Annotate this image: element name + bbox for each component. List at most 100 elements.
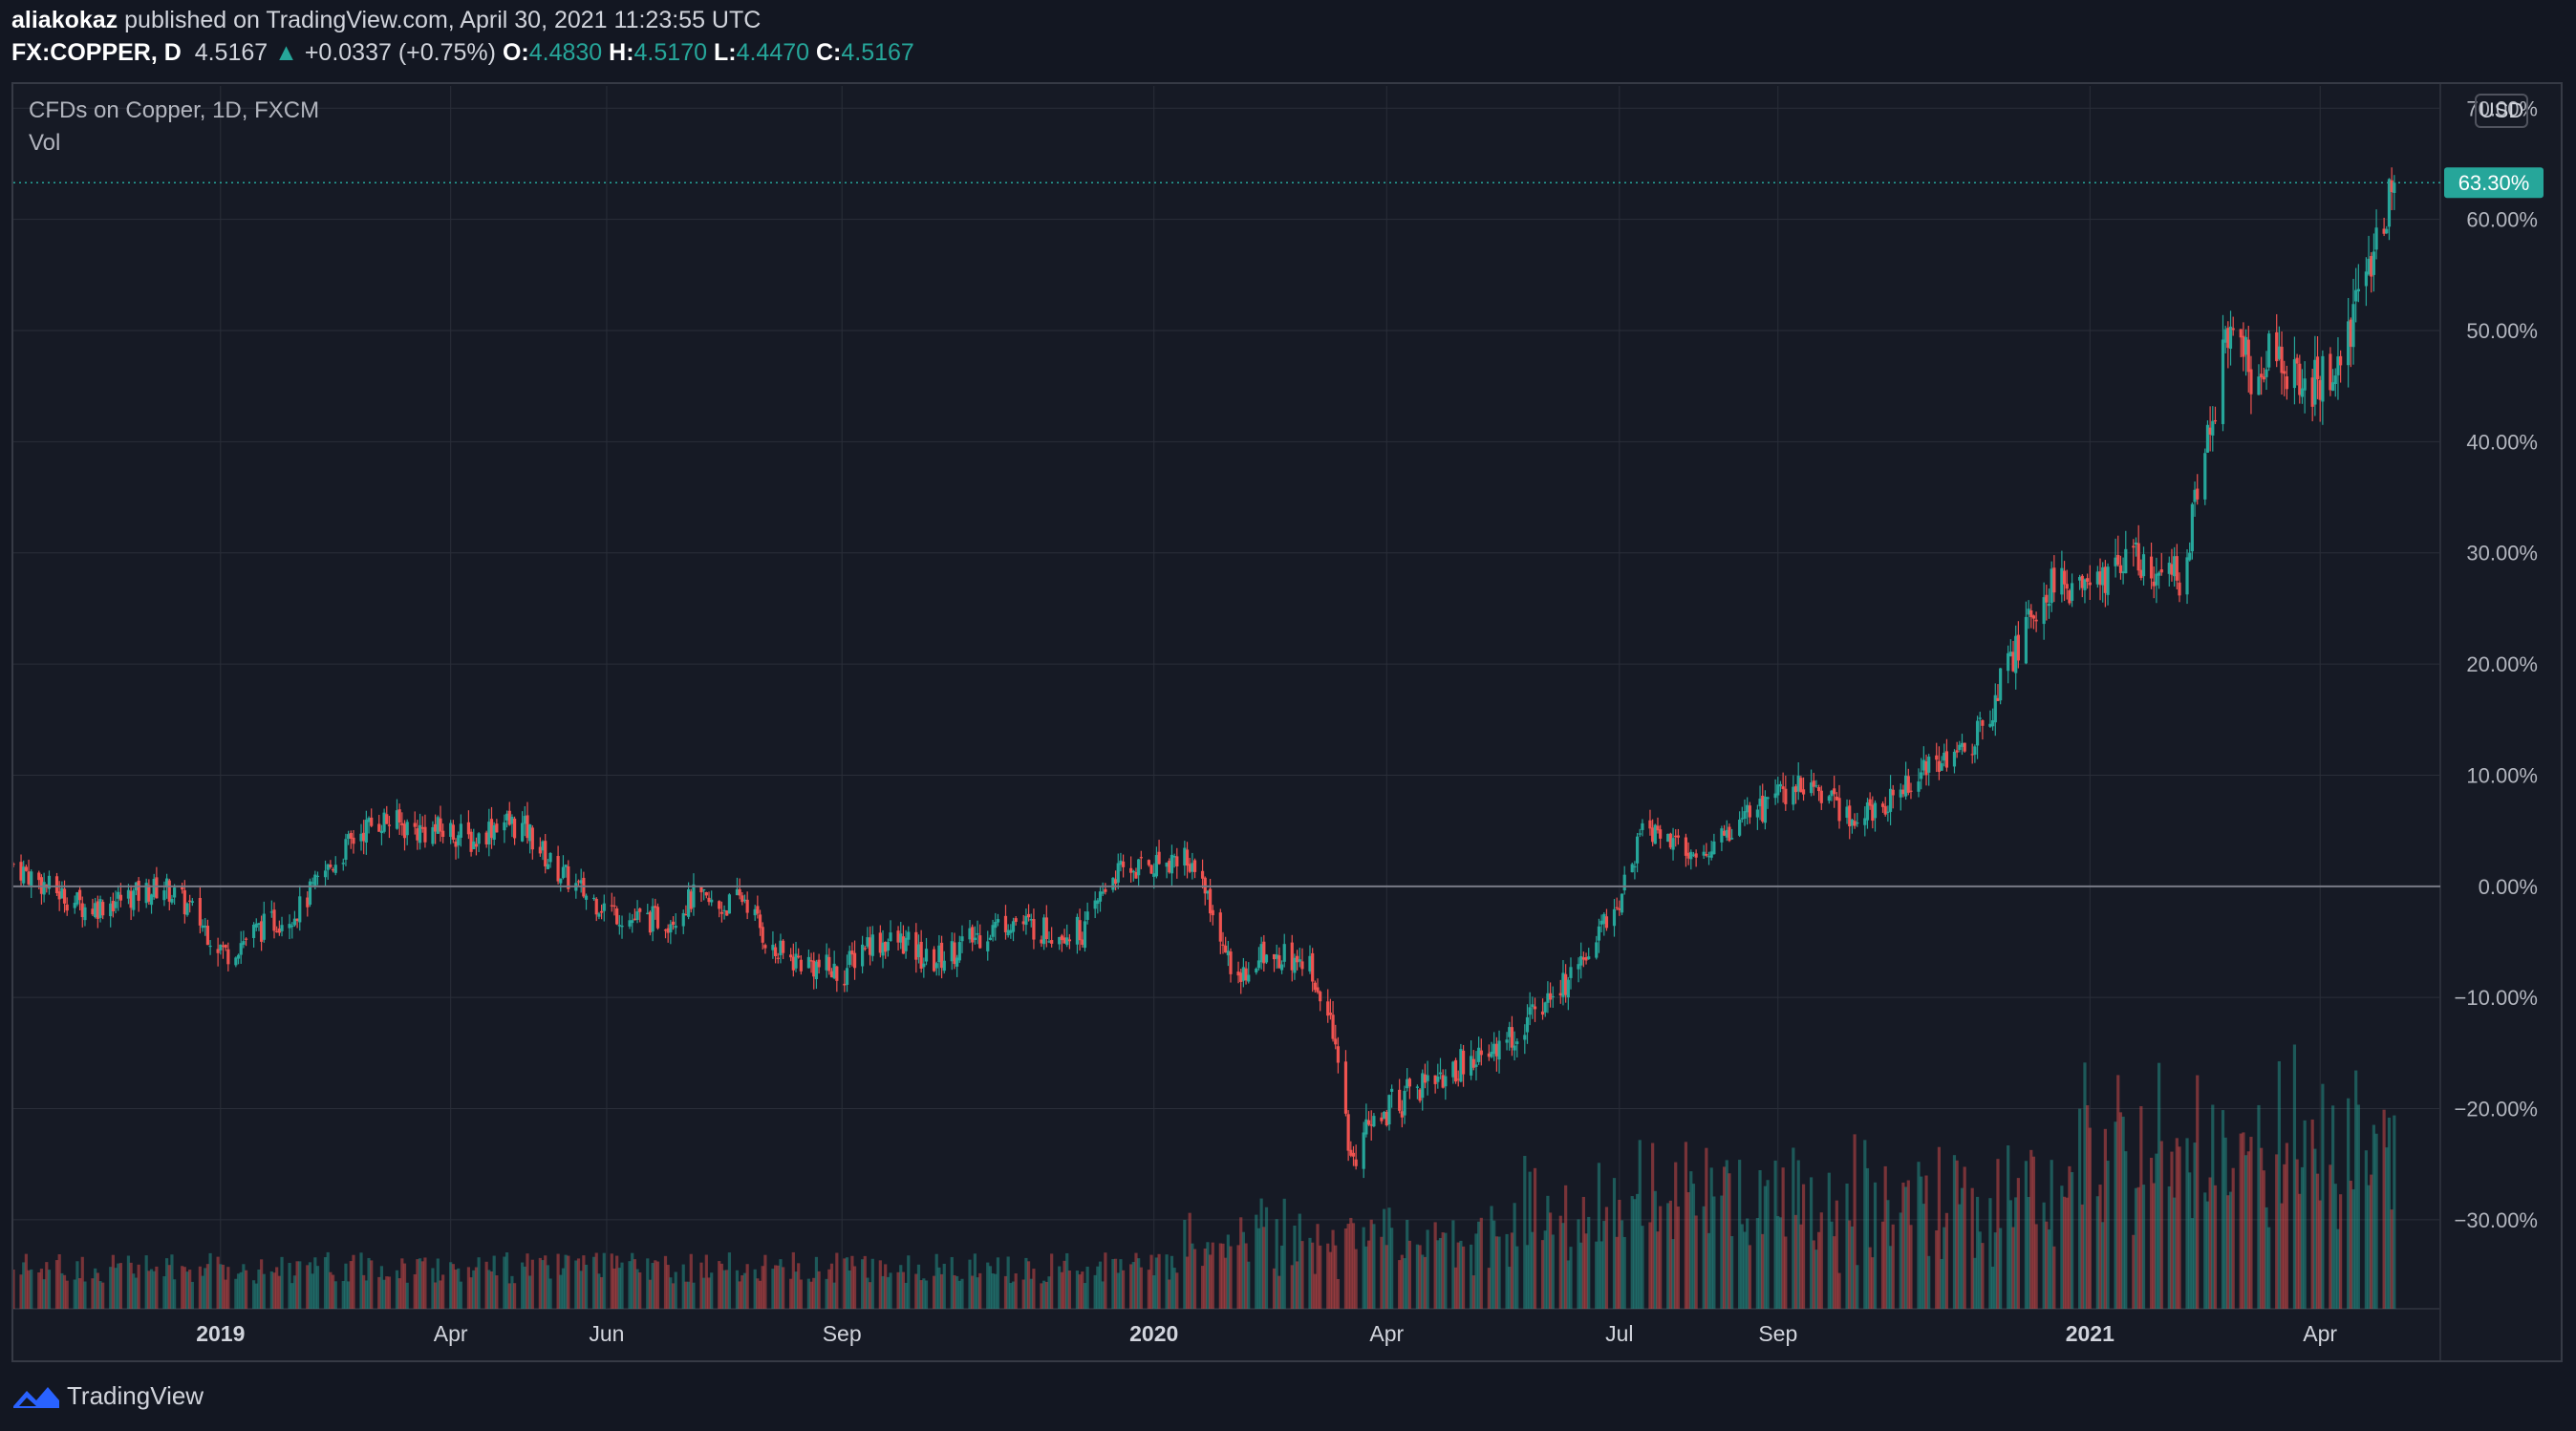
volume-bar xyxy=(30,1269,33,1309)
candle-body xyxy=(2007,652,2010,672)
volume-bar xyxy=(260,1259,264,1309)
volume-bar xyxy=(1423,1256,1428,1309)
candle-body xyxy=(870,934,874,956)
candle-body xyxy=(512,818,517,839)
candle-body xyxy=(1078,920,1082,941)
volume-bar xyxy=(1659,1206,1663,1309)
candle-body xyxy=(1853,821,1857,826)
candle-body xyxy=(2267,333,2271,368)
candle-body xyxy=(205,926,210,946)
candle-body xyxy=(1523,1035,1527,1040)
candle-body xyxy=(1960,742,1964,747)
candle-body xyxy=(2356,288,2360,292)
volume-bar xyxy=(1888,1246,1893,1309)
candle-body xyxy=(2295,357,2299,364)
volume-bar xyxy=(2393,1115,2396,1309)
volume-bar xyxy=(1937,1146,1942,1309)
volume-bar xyxy=(2080,1204,2084,1309)
volume-bar xyxy=(2185,1138,2189,1309)
candle-body xyxy=(2339,355,2343,366)
volume-bar xyxy=(1351,1223,1356,1309)
candle-body xyxy=(1793,786,1798,793)
volume-label[interactable]: Vol xyxy=(29,130,61,156)
volume-bar xyxy=(1722,1166,1727,1309)
volume-bar xyxy=(1380,1236,1384,1309)
candle-body xyxy=(881,942,885,956)
volume-bar xyxy=(1264,1207,1269,1309)
volume-bar xyxy=(1850,1226,1855,1309)
candle-body xyxy=(1921,759,1925,771)
volume-bar xyxy=(1766,1180,1770,1309)
volume-bar xyxy=(405,1282,409,1309)
candle-body xyxy=(182,889,186,915)
volume-bar xyxy=(1579,1242,1583,1309)
volume-bar xyxy=(2300,1166,2305,1309)
volume-bar xyxy=(1346,1224,1350,1309)
candle-body xyxy=(2221,339,2225,424)
volume-bar xyxy=(2277,1060,2281,1309)
candle-body xyxy=(111,901,115,911)
volume-bar xyxy=(1738,1160,1742,1309)
candle-body xyxy=(1206,890,1210,894)
currency-button[interactable]: USD xyxy=(2475,94,2528,128)
candle-body xyxy=(654,906,657,908)
volume-bar xyxy=(651,1263,655,1309)
candle-body xyxy=(2136,543,2140,571)
volume-bar xyxy=(1952,1155,1957,1309)
footer-brand[interactable]: TradingView xyxy=(11,1376,204,1416)
price-chart[interactable]: 63.30% 70.00% 60.00% 50.00% 40.00% 30.00% 20.… xyxy=(13,84,2561,1360)
candle-body xyxy=(576,881,581,883)
volume-bar xyxy=(503,1256,506,1309)
volume-bar xyxy=(2034,1224,2038,1309)
volume-bar xyxy=(1129,1264,1133,1309)
candle-body xyxy=(1372,1116,1376,1127)
candle-body xyxy=(2231,328,2235,331)
volume-bar xyxy=(397,1278,401,1309)
candle-body xyxy=(2170,564,2174,575)
author-name[interactable]: aliakokaz xyxy=(11,7,118,33)
volume-bar xyxy=(812,1277,816,1309)
volume-bar xyxy=(1720,1195,1724,1309)
symbol-info: FX:COPPER, D 4.5167 ▲ +0.0337 (+0.75%) O… xyxy=(11,38,914,67)
candle-body xyxy=(1515,1041,1519,1044)
candle-body xyxy=(1999,668,2003,701)
series-title[interactable]: CFDs on Copper, 1D, FXCM xyxy=(29,97,320,123)
volume-bar xyxy=(1817,1231,1821,1309)
volume-bar xyxy=(2178,1146,2181,1309)
candlestick-series xyxy=(13,167,2396,1179)
candle-body xyxy=(899,933,903,943)
candle-body xyxy=(719,911,723,914)
x-tick-label: Jun xyxy=(589,1321,624,1346)
volume-bar xyxy=(2249,1137,2253,1309)
candle-body xyxy=(1766,797,1770,800)
volume-bar xyxy=(832,1282,836,1309)
candle-body xyxy=(1083,921,1087,949)
candle-body xyxy=(2249,369,2253,395)
volume-bar xyxy=(646,1258,650,1309)
volume-bar xyxy=(239,1271,243,1309)
candle-body xyxy=(612,905,616,908)
volume-bar xyxy=(669,1277,673,1309)
candle-body xyxy=(1725,829,1728,838)
volume-bar xyxy=(1963,1166,1966,1309)
volume-bar xyxy=(1065,1252,1069,1309)
volume-bar xyxy=(1096,1266,1100,1309)
volume-bar xyxy=(852,1266,857,1309)
candle-body xyxy=(1349,1149,1353,1156)
volume-bar xyxy=(272,1272,276,1309)
last-price-badge xyxy=(2444,167,2544,199)
last-price: 4.5167 xyxy=(194,39,268,66)
y-tick-label: 10.00% xyxy=(2466,763,2538,787)
volume-bar xyxy=(1909,1225,1913,1309)
volume-bar xyxy=(347,1281,351,1309)
volume-bar xyxy=(2372,1124,2376,1309)
volume-bar xyxy=(472,1270,476,1309)
candle-body xyxy=(77,889,82,901)
candle-body xyxy=(418,824,422,844)
volume-bar xyxy=(331,1274,335,1309)
volume-bar xyxy=(602,1252,606,1309)
candle-body xyxy=(1406,1079,1409,1089)
volume-bar xyxy=(1387,1207,1391,1309)
volume-bar xyxy=(204,1268,207,1309)
volume-bar xyxy=(1761,1233,1765,1309)
